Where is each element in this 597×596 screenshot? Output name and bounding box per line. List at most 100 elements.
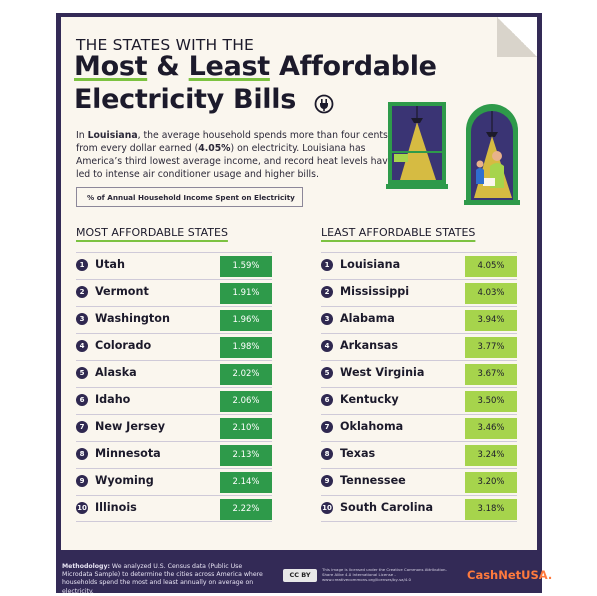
paper-card (61, 17, 537, 550)
rank-badge: 9 (76, 475, 88, 487)
rank-badge: 8 (76, 448, 88, 460)
rank-badge: 7 (321, 421, 333, 433)
intro-paragraph: In Louisiana, the average household spen… (76, 129, 396, 181)
state-name: Illinois (95, 501, 137, 514)
title-highlight-least: Least (188, 51, 271, 82)
license-text: This image is licensed under the Creativ… (322, 567, 447, 582)
percent-value: 4.03% (465, 283, 517, 304)
window-illustration (386, 102, 520, 205)
page-fold-corner (497, 17, 537, 57)
state-name: Vermont (95, 285, 149, 298)
table-row: 3 Washington 1.96% (76, 306, 272, 333)
state-name: Oklahoma (340, 420, 404, 433)
intro-text-a: In (76, 130, 88, 141)
state-name: Idaho (95, 393, 131, 406)
rank-badge: 2 (76, 286, 88, 298)
table-row: 4 Arkansas 3.77% (321, 333, 517, 360)
state-name: New Jersey (95, 420, 165, 433)
table-row: 5 West Virginia 3.67% (321, 360, 517, 387)
creative-commons-badge[interactable]: CC BY (283, 569, 317, 582)
methodology-note: Methodology: We analyzed U.S. Census dat… (62, 563, 272, 596)
rank-badge: 4 (76, 340, 88, 352)
table-row: 2 Mississippi 4.03% (321, 279, 517, 306)
brand-logo[interactable]: CashNetUSA. (467, 568, 553, 582)
title-line-3: Electricity Bills (74, 84, 296, 115)
state-name: Alabama (340, 312, 395, 325)
rank-badge: 6 (321, 394, 333, 406)
state-name: Louisiana (340, 258, 401, 271)
state-name: Mississippi (340, 285, 410, 298)
intro-text-c: ) on electricity. Louisiana has America’… (76, 143, 394, 180)
table-row: 5 Alaska 2.02% (76, 360, 272, 387)
lamp-icon (411, 118, 423, 123)
rank-badge: 5 (76, 367, 88, 379)
plug-icon (314, 94, 334, 114)
title-line-1: THE STATES WITH THE (76, 36, 255, 54)
state-name: Alaska (95, 366, 137, 379)
table-row: 2 Vermont 1.91% (76, 279, 272, 306)
table-row: 10 South Carolina 3.18% (321, 495, 517, 522)
state-name: Texas (340, 447, 376, 460)
percent-value: 1.96% (220, 310, 272, 331)
percent-value: 3.67% (465, 364, 517, 385)
percent-value: 1.59% (220, 256, 272, 277)
title-line-2: Most & Least Affordable (74, 51, 437, 82)
state-name: Minnesota (95, 447, 161, 460)
percent-value: 3.50% (465, 391, 517, 412)
title-ampersand: & (147, 51, 189, 82)
percent-value: 3.77% (465, 337, 517, 358)
rank-badge: 10 (321, 502, 333, 514)
percent-value: 3.24% (465, 445, 517, 466)
rank-badge: 5 (321, 367, 333, 379)
state-name: Utah (95, 258, 125, 271)
table-row: 1 Louisiana 4.05% (321, 252, 517, 279)
most-affordable-list: 1 Utah 1.59% 2 Vermont 1.91% 3 Washington 1.96% 4… (76, 252, 272, 522)
rank-badge: 10 (76, 502, 88, 514)
methodology-label: Methodology: (62, 563, 110, 570)
percent-value: 2.06% (220, 391, 272, 412)
rank-badge: 8 (321, 448, 333, 460)
state-name: West Virginia (340, 366, 425, 379)
table-row: 7 Oklahoma 3.46% (321, 414, 517, 441)
intro-text-b: , the average household spends more than… (76, 130, 388, 154)
rank-badge: 2 (321, 286, 333, 298)
intro-state: Louisiana (87, 130, 138, 141)
table-row: 3 Alabama 3.94% (321, 306, 517, 333)
percent-value: 3.18% (465, 499, 517, 520)
table-row: 9 Tennessee 3.20% (321, 468, 517, 495)
least-affordable-heading: LEAST AFFORDABLE STATES (321, 226, 476, 239)
most-affordable-heading: MOST AFFORDABLE STATES (76, 226, 228, 239)
percent-value: 3.20% (465, 472, 517, 493)
percent-value: 2.14% (220, 472, 272, 493)
percent-value: 1.98% (220, 337, 272, 358)
table-row: 4 Colorado 1.98% (76, 333, 272, 360)
table-row: 8 Minnesota 2.13% (76, 441, 272, 468)
rank-badge: 1 (321, 259, 333, 271)
rank-badge: 6 (76, 394, 88, 406)
rank-badge: 3 (321, 313, 333, 325)
state-name: South Carolina (340, 501, 434, 514)
table-row: 7 New Jersey 2.10% (76, 414, 272, 441)
state-name: Colorado (95, 339, 152, 352)
state-name: Tennessee (340, 474, 406, 487)
table-row: 6 Idaho 2.06% (76, 387, 272, 414)
state-name: Arkansas (340, 339, 398, 352)
rank-badge: 9 (321, 475, 333, 487)
title-affordable: Affordable (269, 51, 437, 82)
rank-badge: 3 (76, 313, 88, 325)
person-illustration (476, 151, 504, 188)
state-name: Wyoming (95, 474, 154, 487)
state-name: Kentucky (340, 393, 399, 406)
percent-value: 2.10% (220, 418, 272, 439)
table-row: 6 Kentucky 3.50% (321, 387, 517, 414)
percent-value: 1.91% (220, 283, 272, 304)
percent-value: 4.05% (465, 256, 517, 277)
rank-badge: 7 (76, 421, 88, 433)
table-row: 1 Utah 1.59% (76, 252, 272, 279)
least-affordable-list: 1 Louisiana 4.05% 2 Mississippi 4.03% 3 Alabama… (321, 252, 517, 522)
table-row: 8 Texas 3.24% (321, 441, 517, 468)
state-name: Washington (95, 312, 170, 325)
legend-box: % of Annual Household Income Spent on El… (76, 187, 303, 207)
percent-value: 3.94% (465, 310, 517, 331)
rank-badge: 1 (76, 259, 88, 271)
